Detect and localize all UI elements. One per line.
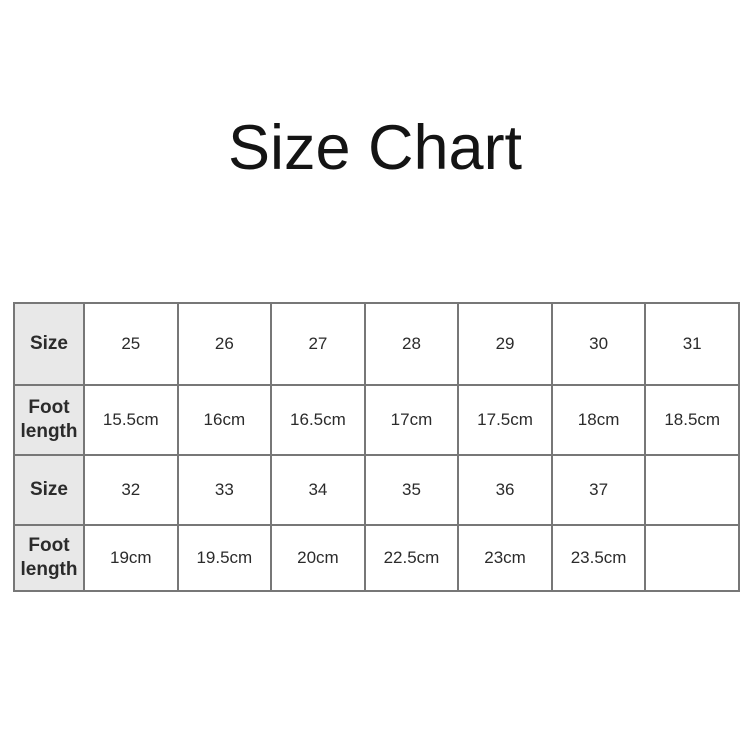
table-cell: 18cm bbox=[550, 384, 647, 456]
table-cell-empty bbox=[644, 524, 740, 592]
table-cell: 16cm bbox=[176, 384, 273, 456]
table-cell: 35 bbox=[363, 454, 460, 526]
table-row-footlength-1: Foot length 15.5cm 16cm 16.5cm 17cm 17.5… bbox=[13, 384, 740, 456]
table-cell: 30 bbox=[550, 302, 647, 386]
table-cell: 19.5cm bbox=[176, 524, 273, 592]
table-cell: 37 bbox=[550, 454, 647, 526]
row-header-size: Size bbox=[13, 454, 85, 526]
table-cell: 15.5cm bbox=[83, 384, 179, 456]
table-cell: 33 bbox=[176, 454, 273, 526]
row-header-foot-length: Foot length bbox=[13, 524, 85, 592]
table-row-size-2: Size 32 33 34 35 36 37 bbox=[13, 454, 740, 526]
table-cell: 23.5cm bbox=[550, 524, 647, 592]
table-cell: 36 bbox=[457, 454, 553, 526]
table-cell: 27 bbox=[270, 302, 366, 386]
table-cell: 20cm bbox=[270, 524, 366, 592]
table-cell: 31 bbox=[644, 302, 740, 386]
table-row-size-1: Size 25 26 27 28 29 30 31 bbox=[13, 302, 740, 386]
table-cell: 28 bbox=[363, 302, 460, 386]
table-cell: 23cm bbox=[457, 524, 553, 592]
row-header-foot-length: Foot length bbox=[13, 384, 85, 456]
table-cell: 16.5cm bbox=[270, 384, 366, 456]
table-cell: 22.5cm bbox=[363, 524, 460, 592]
page-title: Size Chart bbox=[227, 113, 523, 183]
table-cell: 26 bbox=[176, 302, 273, 386]
table-cell: 29 bbox=[457, 302, 553, 386]
table-cell: 34 bbox=[270, 454, 366, 526]
table-cell: 19cm bbox=[83, 524, 179, 592]
table-cell: 25 bbox=[83, 302, 179, 386]
size-chart-table: Size 25 26 27 28 29 30 31 Foot length 15… bbox=[13, 302, 740, 592]
table-cell: 18.5cm bbox=[644, 384, 740, 456]
table-cell: 32 bbox=[83, 454, 179, 526]
table-row-footlength-2: Foot length 19cm 19.5cm 20cm 22.5cm 23cm… bbox=[13, 524, 740, 592]
row-header-size: Size bbox=[13, 302, 85, 386]
table-cell-empty bbox=[644, 454, 740, 526]
table-cell: 17cm bbox=[363, 384, 460, 456]
table-cell: 17.5cm bbox=[457, 384, 553, 456]
